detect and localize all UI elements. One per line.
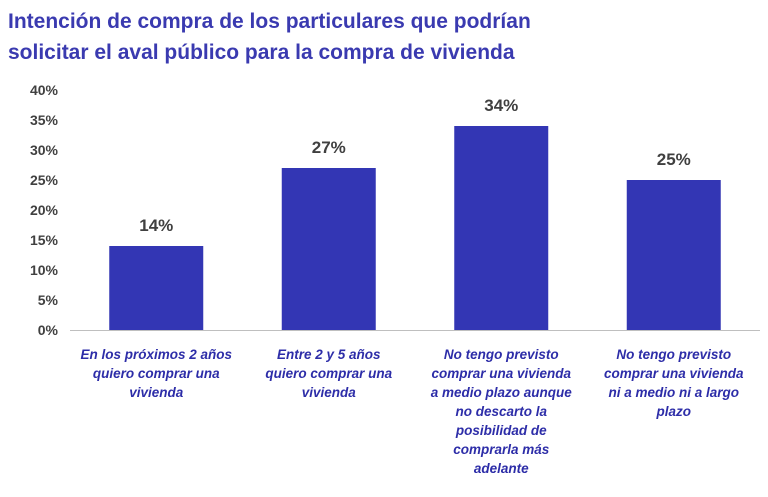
y-tick-label: 5% bbox=[38, 292, 59, 308]
data-label: 27% bbox=[312, 138, 346, 157]
data-label: 14% bbox=[139, 216, 173, 235]
category-label-line: quiero comprar una bbox=[265, 366, 392, 381]
category-label-line: vivienda bbox=[129, 385, 184, 400]
y-tick-label: 15% bbox=[30, 232, 59, 248]
y-tick-label: 30% bbox=[30, 142, 59, 158]
category-label: En los próximos 2 años quiero comprar una… bbox=[80, 347, 232, 400]
category-label-line: a medio plazo aunque bbox=[431, 385, 573, 400]
data-label: 34% bbox=[484, 96, 518, 115]
chart-title-line-1: Intención de compra de los particulares … bbox=[8, 10, 531, 33]
y-tick-label: 10% bbox=[30, 262, 59, 278]
y-tick-label: 25% bbox=[30, 172, 59, 188]
category-label-line: adelante bbox=[474, 461, 529, 476]
y-tick-label: 35% bbox=[30, 112, 59, 128]
y-tick-label: 0% bbox=[38, 322, 59, 338]
category-label-line: ni a medio ni a largo bbox=[608, 385, 739, 400]
chart-title: Intención de compra de los particulares … bbox=[8, 6, 758, 68]
category-label-line: no descarto la bbox=[455, 404, 547, 419]
category-label-line: comprar una vivienda bbox=[604, 366, 744, 381]
category-label: Entre 2 y 5 años quiero comprar una vivien… bbox=[265, 347, 392, 400]
category-label: No tengo previsto comprar una vivienda a m… bbox=[431, 347, 573, 476]
bar bbox=[454, 126, 549, 330]
category-label-line: plazo bbox=[655, 404, 691, 419]
category-label-line: En los próximos 2 años bbox=[80, 347, 232, 362]
category-label: No tengo previsto comprar una vivienda ni … bbox=[604, 347, 744, 419]
category-label-line: comprarla más bbox=[453, 442, 550, 457]
category-label-line: comprar una vivienda bbox=[431, 366, 571, 381]
bar bbox=[281, 168, 376, 330]
data-label: 25% bbox=[657, 150, 691, 169]
category-label-line: No tengo previsto bbox=[616, 347, 731, 362]
chart-title-line-2: solicitar el aval público para la compra… bbox=[8, 41, 515, 64]
y-tick-label: 40% bbox=[30, 82, 59, 98]
category-label-line: No tengo previsto bbox=[444, 347, 559, 362]
category-label-line: vivienda bbox=[302, 385, 357, 400]
bar bbox=[109, 246, 204, 330]
category-label-line: posibilidad de bbox=[455, 423, 547, 438]
category-label-line: quiero comprar una bbox=[93, 366, 220, 381]
bar bbox=[626, 180, 721, 330]
y-tick-label: 20% bbox=[30, 202, 59, 218]
category-label-line: Entre 2 y 5 años bbox=[277, 347, 381, 362]
